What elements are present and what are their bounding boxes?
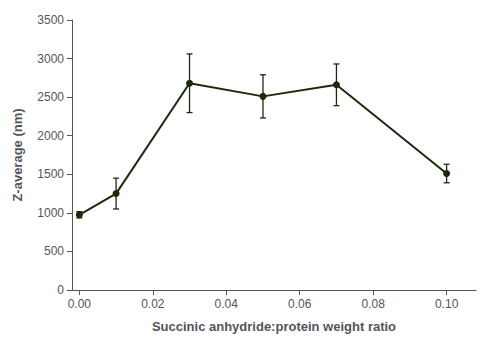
svg-text:2000: 2000 — [37, 129, 64, 143]
svg-text:3500: 3500 — [37, 13, 64, 27]
svg-text:500: 500 — [44, 244, 64, 258]
svg-text:0.04: 0.04 — [215, 297, 239, 311]
svg-text:0.02: 0.02 — [141, 297, 165, 311]
svg-text:3000: 3000 — [37, 52, 64, 66]
svg-text:0: 0 — [57, 283, 64, 297]
svg-text:Succinic anhydride:protein wei: Succinic anhydride:protein weight ratio — [152, 319, 396, 334]
svg-text:0.00: 0.00 — [68, 297, 92, 311]
svg-text:Z-average (nm): Z-average (nm) — [10, 108, 25, 201]
svg-text:1500: 1500 — [37, 167, 64, 181]
svg-text:0.10: 0.10 — [435, 297, 459, 311]
svg-text:0.08: 0.08 — [361, 297, 385, 311]
svg-text:1000: 1000 — [37, 206, 64, 220]
svg-text:0.06: 0.06 — [288, 297, 312, 311]
svg-text:2500: 2500 — [37, 90, 64, 104]
